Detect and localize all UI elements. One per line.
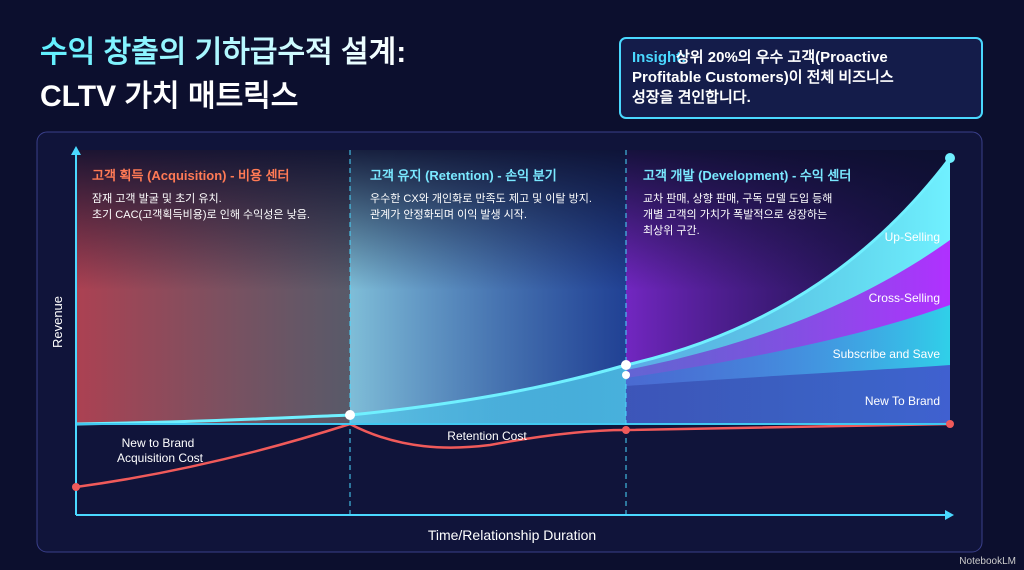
cost-label: Retention Cost <box>447 429 527 443</box>
node <box>622 371 630 379</box>
insight-box <box>619 37 983 119</box>
footer-brand: NotebookLM <box>959 556 1016 567</box>
layer-area <box>626 365 950 424</box>
node <box>621 360 631 370</box>
node <box>622 426 630 434</box>
layer-label: Subscribe and Save <box>833 347 941 361</box>
phase-text: 최상위 구간. <box>643 224 700 237</box>
node <box>72 483 80 491</box>
insight-text: 상위 20%의 우수 고객(Proactive <box>676 48 888 66</box>
total-curve <box>75 157 952 426</box>
node <box>945 153 955 163</box>
cost-curve <box>75 422 951 489</box>
phase-title: 고객 개발 (Development) - 수익 센터 <box>643 168 851 183</box>
insight-label: Insight: <box>632 49 686 66</box>
phase-title: 고객 유지 (Retention) - 손익 분기 <box>370 168 557 183</box>
title: CLTV 가치 매트릭스 <box>40 80 298 113</box>
phase-title: 고객 획득 (Acquisition) - 비용 센터 <box>92 168 290 183</box>
cost-label: Acquisition Cost <box>117 451 204 465</box>
title: 수익 창출의 기하급수적 설계: <box>40 36 406 69</box>
insight-text: Profitable Customers)이 전체 비즈니스 <box>632 69 894 86</box>
cost-label: New to Brand <box>122 436 195 450</box>
phase-text: 관계가 안정화되며 이익 발생 시작. <box>370 208 527 221</box>
x-axis-label: Time/Relationship Duration <box>428 527 596 543</box>
node <box>345 410 355 420</box>
y-axis-label: Revenue <box>50 296 65 348</box>
zone-fade <box>76 150 950 290</box>
layer-label: Cross-Selling <box>869 291 940 305</box>
insight-text: 성장을 견인합니다. <box>632 88 751 106</box>
layer-label: New To Brand <box>865 394 940 408</box>
layer-label: Up-Selling <box>885 230 940 244</box>
phase-text: 개별 고객의 가치가 폭발적으로 성장하는 <box>643 207 827 221</box>
phase-text: 우수한 CX와 개인화로 만족도 제고 및 이탈 방지. <box>370 192 592 205</box>
phase-text: 초기 CAC(고객획득비용)로 인해 수익성은 낮음. <box>92 207 310 221</box>
phase-text: 교차 판매, 상향 판매, 구독 모델 도입 등해 <box>643 191 832 205</box>
node <box>946 420 954 428</box>
phase-text: 잠재 고객 발굴 및 초기 유치. <box>92 192 222 205</box>
